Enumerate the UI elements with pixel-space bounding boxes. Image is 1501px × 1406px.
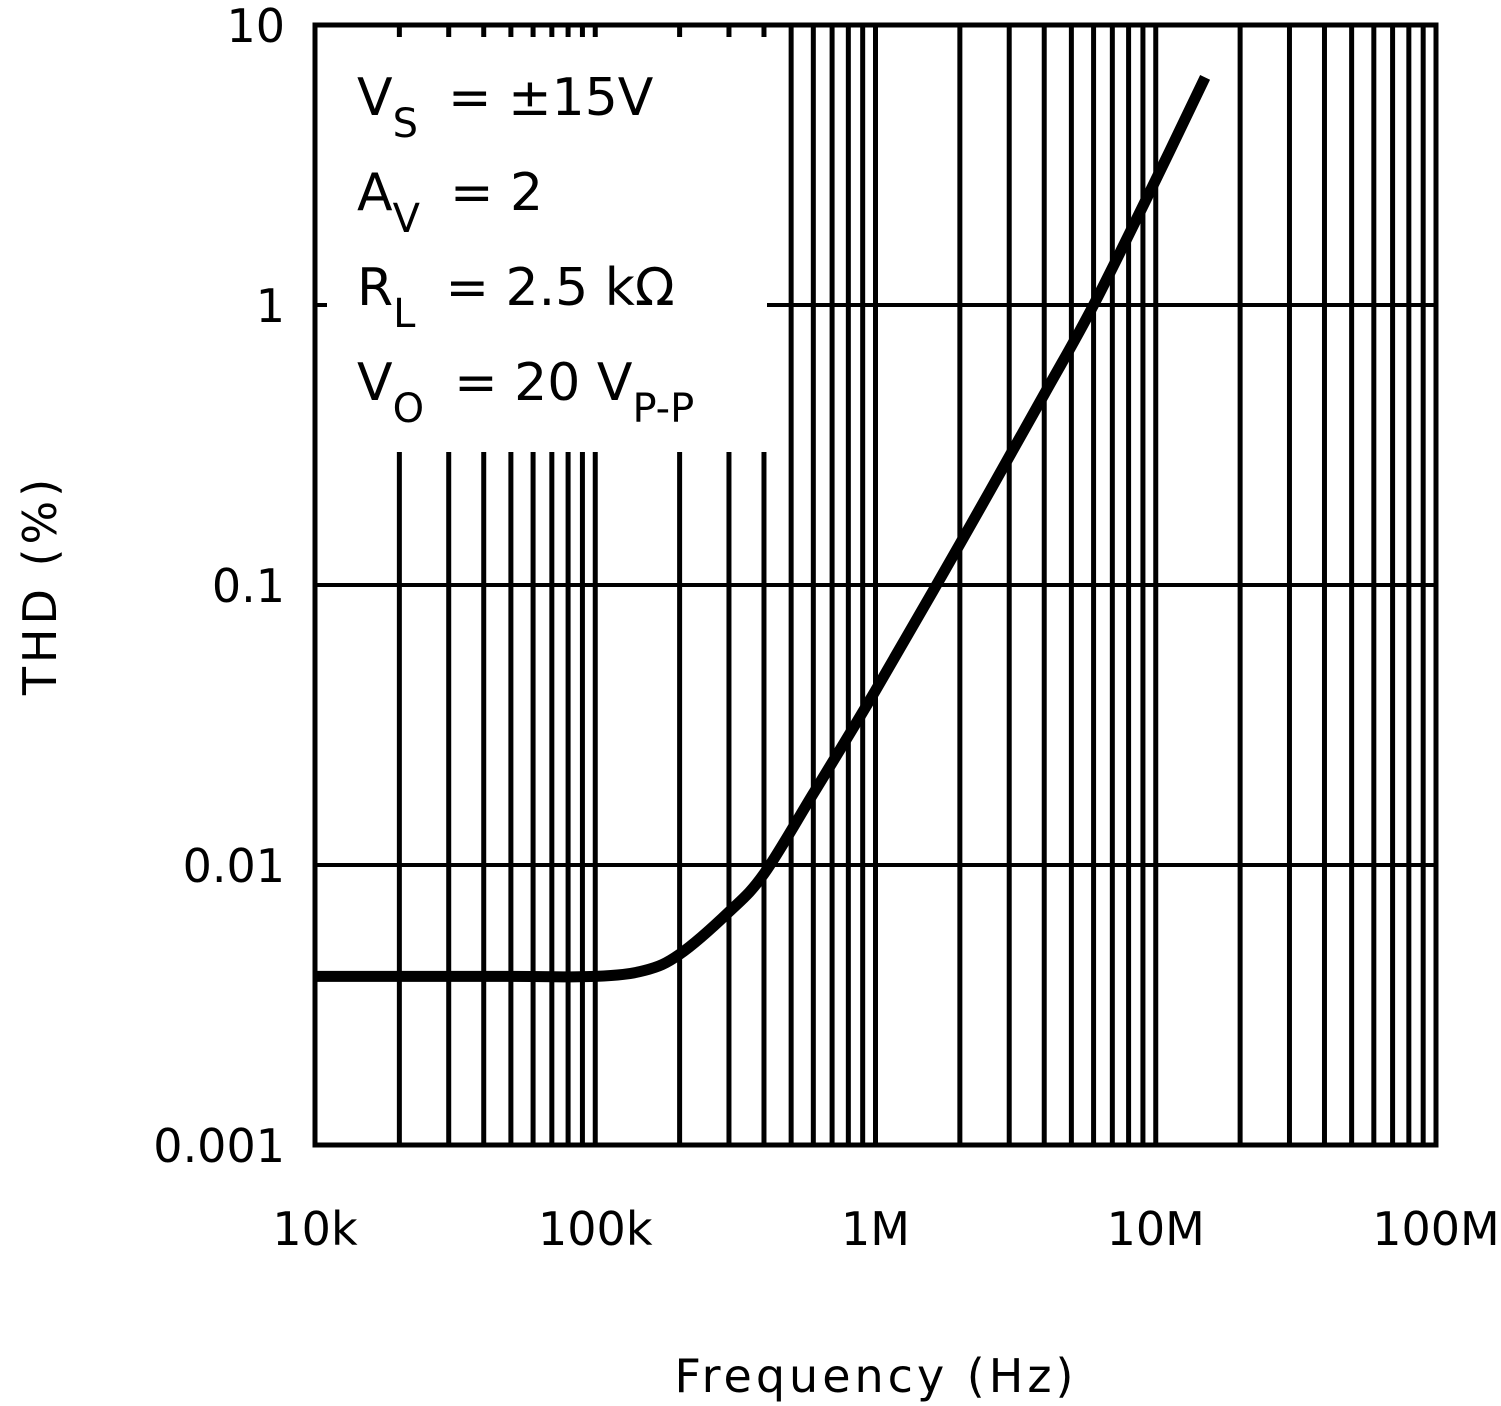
conditions-legend: VS = ±15V AV = 2 RL = 2.5 kΩ VO = 20 VP-P <box>357 68 694 432</box>
condition-line: VO = 20 VP-P <box>357 353 694 432</box>
plot-frame <box>312 22 1439 1148</box>
x-tick-label: 10M <box>1107 1202 1205 1256</box>
y-tick-label: 0.1 <box>212 559 285 613</box>
y-axis-title: THD (%) <box>13 475 67 696</box>
y-tick-label: 1 <box>256 279 285 333</box>
y-tick-label: 10 <box>226 0 285 53</box>
y-tick-label: 0.001 <box>153 1119 285 1173</box>
x-tick-label: 100M <box>1372 1202 1500 1256</box>
x-tick-label: 1M <box>841 1202 910 1256</box>
y-axis-tick-labels: 0.001 0.01 0.1 1 10 <box>153 0 285 1173</box>
condition-line: VS = ±15V <box>357 68 654 147</box>
legend-background <box>327 37 767 452</box>
y-tick-label: 0.01 <box>183 839 285 893</box>
condition-line: RL = 2.5 kΩ <box>357 258 675 337</box>
x-axis-title: Frequency (Hz) <box>675 1349 1078 1403</box>
condition-line: AV = 2 <box>357 163 543 242</box>
x-axis-tick-labels: 10k 100k 1M 10M 100M <box>272 1202 1499 1256</box>
x-tick-label: 100k <box>538 1202 653 1256</box>
thd-curve <box>315 74 1211 983</box>
x-tick-label: 10k <box>272 1202 358 1256</box>
